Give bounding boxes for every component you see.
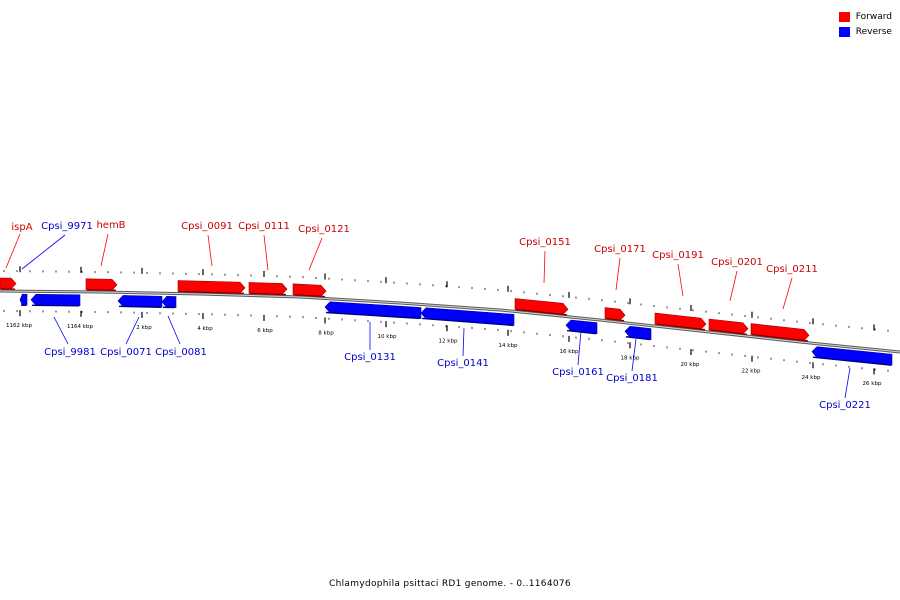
gene-label: Cpsi_0161 (552, 367, 604, 378)
gene-arrow-cpsi_0121[interactable] (292, 283, 327, 297)
tick-label: 1164 kbp (67, 324, 93, 330)
tick-label: 14 kbp (499, 343, 518, 349)
gene-leader-line (125, 316, 140, 345)
gene-label: Cpsi_0111 (238, 221, 290, 232)
tick-label: 22 kbp (742, 369, 761, 375)
gene-shade (812, 356, 892, 366)
tick-label: 8 kbp (318, 331, 334, 337)
gene-label: Cpsi_0191 (652, 250, 704, 261)
backbone-highlight (0, 290, 900, 353)
gene-leader-line (462, 327, 465, 357)
gene-shade (655, 323, 706, 331)
gene-leader-line (844, 367, 851, 399)
gene-arrow-ispa[interactable] (0, 277, 17, 290)
gene-shade (293, 294, 326, 298)
map-caption: Chlamydophila psittaci RD1 genome. - 0..… (329, 579, 571, 589)
legend-reverse-label: Reverse (855, 26, 892, 37)
gene-shade (566, 329, 597, 335)
gene-label: Cpsi_9971 (41, 221, 93, 232)
tick-label: 16 kbp (560, 349, 579, 355)
gene-leader-line (167, 315, 181, 345)
gene-label: Cpsi_0081 (155, 347, 207, 358)
gene-labels: ispA Cpsi_9971 hemB Cpsi_0091 Cpsi_0111 Cpsi_… (5, 220, 871, 411)
gene-arrow-cpsi_0071[interactable] (117, 295, 163, 308)
gene-leader-line (615, 257, 621, 291)
gene-label: Cpsi_9981 (44, 347, 96, 358)
gene-arrow-cpsi_9971[interactable] (19, 293, 28, 306)
gene-leader-line (729, 270, 738, 302)
legend-forward-label: Forward (855, 11, 892, 22)
gene-shade (249, 292, 287, 296)
gene-features (0, 277, 893, 366)
gene-shade (625, 336, 651, 341)
gene-label: Cpsi_0181 (606, 373, 658, 384)
gene-leader-line (207, 234, 213, 267)
tick-marks: 1162 kbp 1164 kbp 2 kbp 4 kbp 6 kbp 8 kbp 10 k… (3, 266, 889, 387)
tick-label: 2 kbp (136, 325, 152, 331)
backbone-ring (0, 289, 900, 354)
gene-shade (118, 305, 162, 308)
gene-arrow-cpsi_0091[interactable] (177, 280, 246, 294)
reverse-swatch (838, 26, 850, 37)
gene-arrow-cpsi_9981[interactable] (30, 294, 81, 307)
gene-leader-line (631, 338, 637, 372)
tick-label: 4 kbp (197, 326, 213, 332)
gene-leader-line (100, 233, 109, 267)
gene-leader-line (21, 234, 66, 270)
gene-label: Cpsi_0071 (100, 347, 152, 358)
gene-label: Cpsi_0121 (298, 224, 350, 235)
gene-label: Cpsi_0141 (437, 358, 489, 369)
gene-label: Cpsi_0171 (594, 244, 646, 255)
tick-label: 26 kbp (863, 381, 882, 387)
gene-shade (178, 290, 245, 295)
tick-label: 6 kbp (257, 328, 273, 334)
gene-label: hemB (96, 220, 125, 231)
gene-leader-line (308, 237, 323, 271)
gene-shade (709, 329, 748, 335)
gene-arrow-cpsi_0081[interactable] (161, 296, 177, 308)
gene-label: Cpsi_0201 (711, 257, 763, 268)
gene-shade (751, 333, 809, 342)
legend: Forward Reverse (838, 9, 892, 39)
gene-leader-line (543, 250, 546, 284)
gene-arrow-cpsi_0201[interactable] (708, 318, 749, 335)
gene-leader-line (577, 330, 582, 366)
gene-leader-line (263, 234, 269, 271)
gene-arrow-cpsi_0171[interactable] (604, 307, 626, 321)
gene-label: Cpsi_0151 (519, 237, 571, 248)
tick-label: 10 kbp (378, 334, 397, 340)
gene-label: Cpsi_0221 (819, 400, 871, 411)
gene-arrow-cpsi_0111[interactable] (248, 282, 288, 295)
legend-forward: Forward (838, 9, 892, 24)
tick-label: 18 kbp (621, 355, 640, 361)
gene-shade (421, 317, 514, 327)
gene-shade (325, 311, 421, 320)
gene-leader-line (5, 233, 21, 269)
tick-label: 24 kbp (802, 375, 821, 381)
gene-leader-line (677, 263, 684, 297)
gene-shade (605, 317, 625, 322)
gene-label: Cpsi_0131 (344, 352, 396, 363)
gene-label: Cpsi_0091 (181, 221, 233, 232)
gene-leader-line (782, 277, 793, 310)
gene-shade (515, 308, 568, 316)
tick-label: 20 kbp (681, 362, 700, 368)
legend-reverse: Reverse (838, 24, 892, 39)
gene-leader-line (53, 316, 69, 345)
tick-label: 1162 kbp (6, 323, 32, 329)
gene-arrow-hemb[interactable] (85, 278, 118, 291)
gene-label: Cpsi_0211 (766, 264, 818, 275)
forward-swatch (838, 11, 850, 22)
gene-arrow-cpsi_0211[interactable] (750, 323, 810, 341)
gene-label: ispA (11, 222, 32, 233)
tick-label: 12 kbp (439, 338, 458, 344)
